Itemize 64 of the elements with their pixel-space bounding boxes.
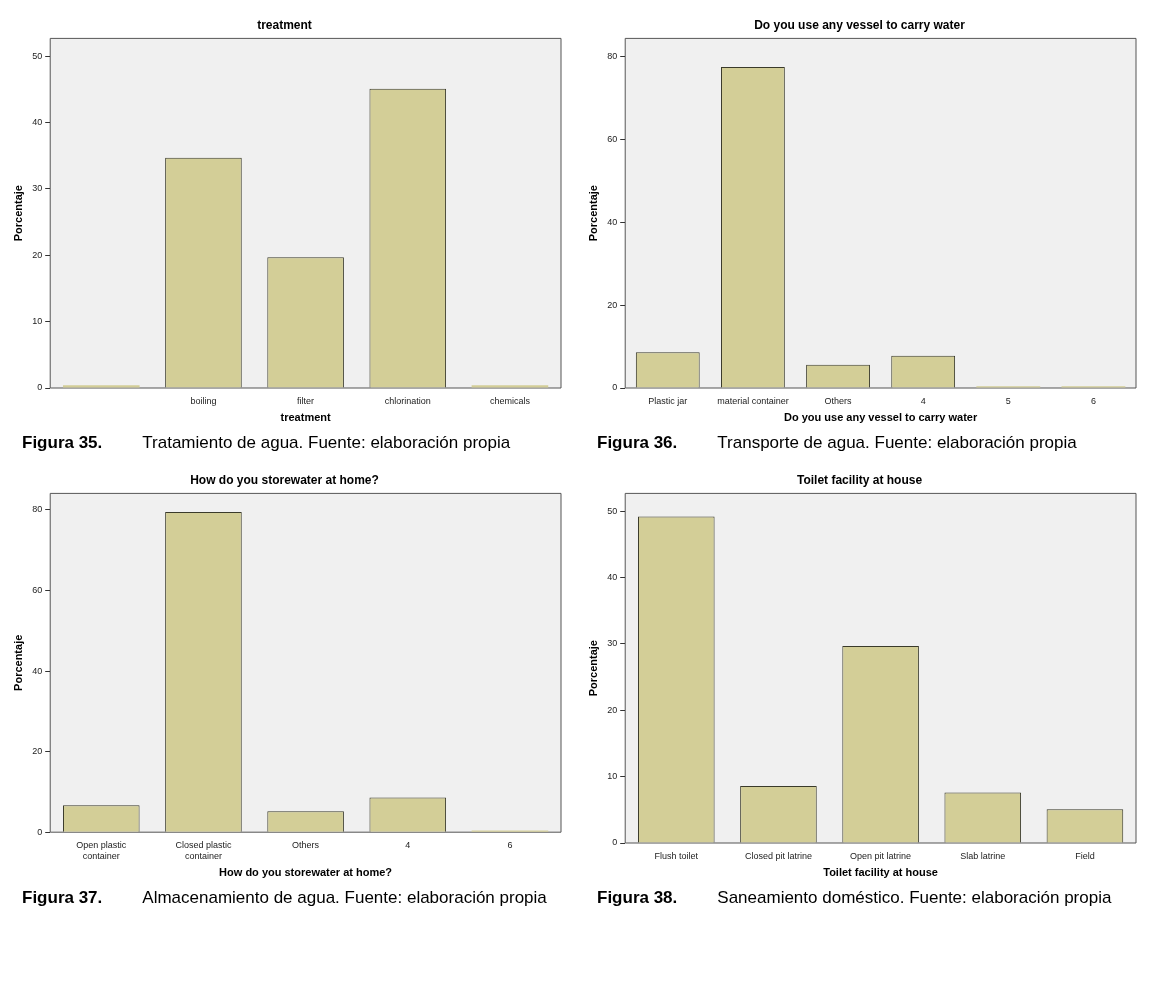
- x-tick-label: Closed plastic container: [175, 840, 232, 861]
- text: Figura 35.: [22, 433, 103, 452]
- y-tick-label: 10: [607, 771, 618, 782]
- y-axis-title: Porcentaje: [586, 185, 599, 242]
- x-tick-label: Others: [824, 395, 853, 406]
- x-tick-label: Open pit latrine: [850, 850, 912, 861]
- x-tick-label: chemicals: [489, 395, 531, 406]
- text: Figura 38.: [597, 888, 678, 907]
- y-tick-label: 60: [32, 584, 43, 595]
- y-tick-label: 40: [32, 665, 43, 676]
- y-tick-label: 10: [32, 316, 43, 327]
- y-axis-title: Porcentaje: [11, 634, 24, 691]
- chart-title: treatment: [257, 17, 312, 32]
- y-tick-label: 20: [32, 249, 43, 260]
- x-tick-label: chlorination: [384, 395, 431, 406]
- x-tick-label: Plastic jar: [648, 395, 688, 406]
- y-tick-label: 20: [607, 299, 618, 310]
- chart-title: How do you storewater at home?: [190, 472, 379, 487]
- y-tick-label: 60: [607, 133, 618, 144]
- x-tick-label: Open plastic container: [76, 840, 127, 861]
- y-tick-label: 0: [612, 382, 618, 393]
- bar: [62, 385, 140, 388]
- y-tick-label: 30: [32, 183, 43, 194]
- y-tick-label: 40: [32, 117, 43, 128]
- bar: [471, 385, 549, 388]
- text: Figura 36.: [597, 433, 678, 452]
- x-tick-label: 4: [920, 395, 926, 406]
- y-tick-label: 0: [37, 826, 43, 837]
- y-tick-label: 0: [612, 837, 618, 848]
- chart-title: Toilet facility at house: [796, 472, 923, 487]
- x-tick-label: 4: [405, 840, 411, 851]
- y-tick-label: 50: [607, 505, 618, 516]
- x-tick-label: 6: [507, 840, 513, 851]
- text: Tratamiento de agua. Fuente: elaboración propia: [142, 433, 511, 452]
- y-tick-label: 80: [32, 504, 43, 515]
- x-tick-label: Closed pit latrine: [744, 850, 812, 861]
- y-tick-label: 40: [607, 572, 618, 583]
- y-tick-label: 20: [32, 746, 43, 757]
- x-axis-title: treatment: [280, 411, 331, 424]
- x-axis-title: Do you use any vessel to carry water: [784, 411, 978, 424]
- x-tick-label: 6: [1090, 395, 1096, 406]
- y-tick-label: 40: [607, 216, 618, 227]
- text: Almacenamiento de agua. Fuente: elaboración propia: [142, 888, 547, 907]
- x-tick-label: Flush toilet: [654, 850, 699, 861]
- y-axis-title: Porcentaje: [11, 185, 24, 242]
- y-tick-label: 80: [607, 50, 618, 61]
- y-tick-label: 0: [37, 382, 43, 393]
- y-tick-label: 20: [607, 704, 618, 715]
- x-axis-title: How do you storewater at home?: [219, 866, 393, 879]
- y-tick-label: 50: [32, 50, 43, 61]
- chart-title: Do you use any vessel to carry water: [754, 17, 966, 32]
- x-axis-title: Toilet facility at house: [823, 866, 938, 879]
- x-tick-label: filter: [297, 395, 315, 406]
- x-tick-label: material container: [717, 395, 789, 406]
- x-tick-label: Others: [292, 840, 320, 851]
- y-axis-title: Porcentaje: [586, 640, 599, 697]
- y-tick-label: 30: [607, 638, 618, 649]
- x-tick-label: Slab latrine: [960, 850, 1006, 861]
- x-tick-label: Field: [1075, 850, 1095, 861]
- text: Saneamiento doméstico. Fuente: elaboración propia: [717, 888, 1112, 907]
- x-tick-label: 5: [1005, 395, 1011, 406]
- x-tick-label: boiling: [190, 395, 217, 406]
- text: Figura 37.: [22, 888, 103, 907]
- text: Transporte de agua. Fuente: elaboración propia: [717, 433, 1077, 452]
